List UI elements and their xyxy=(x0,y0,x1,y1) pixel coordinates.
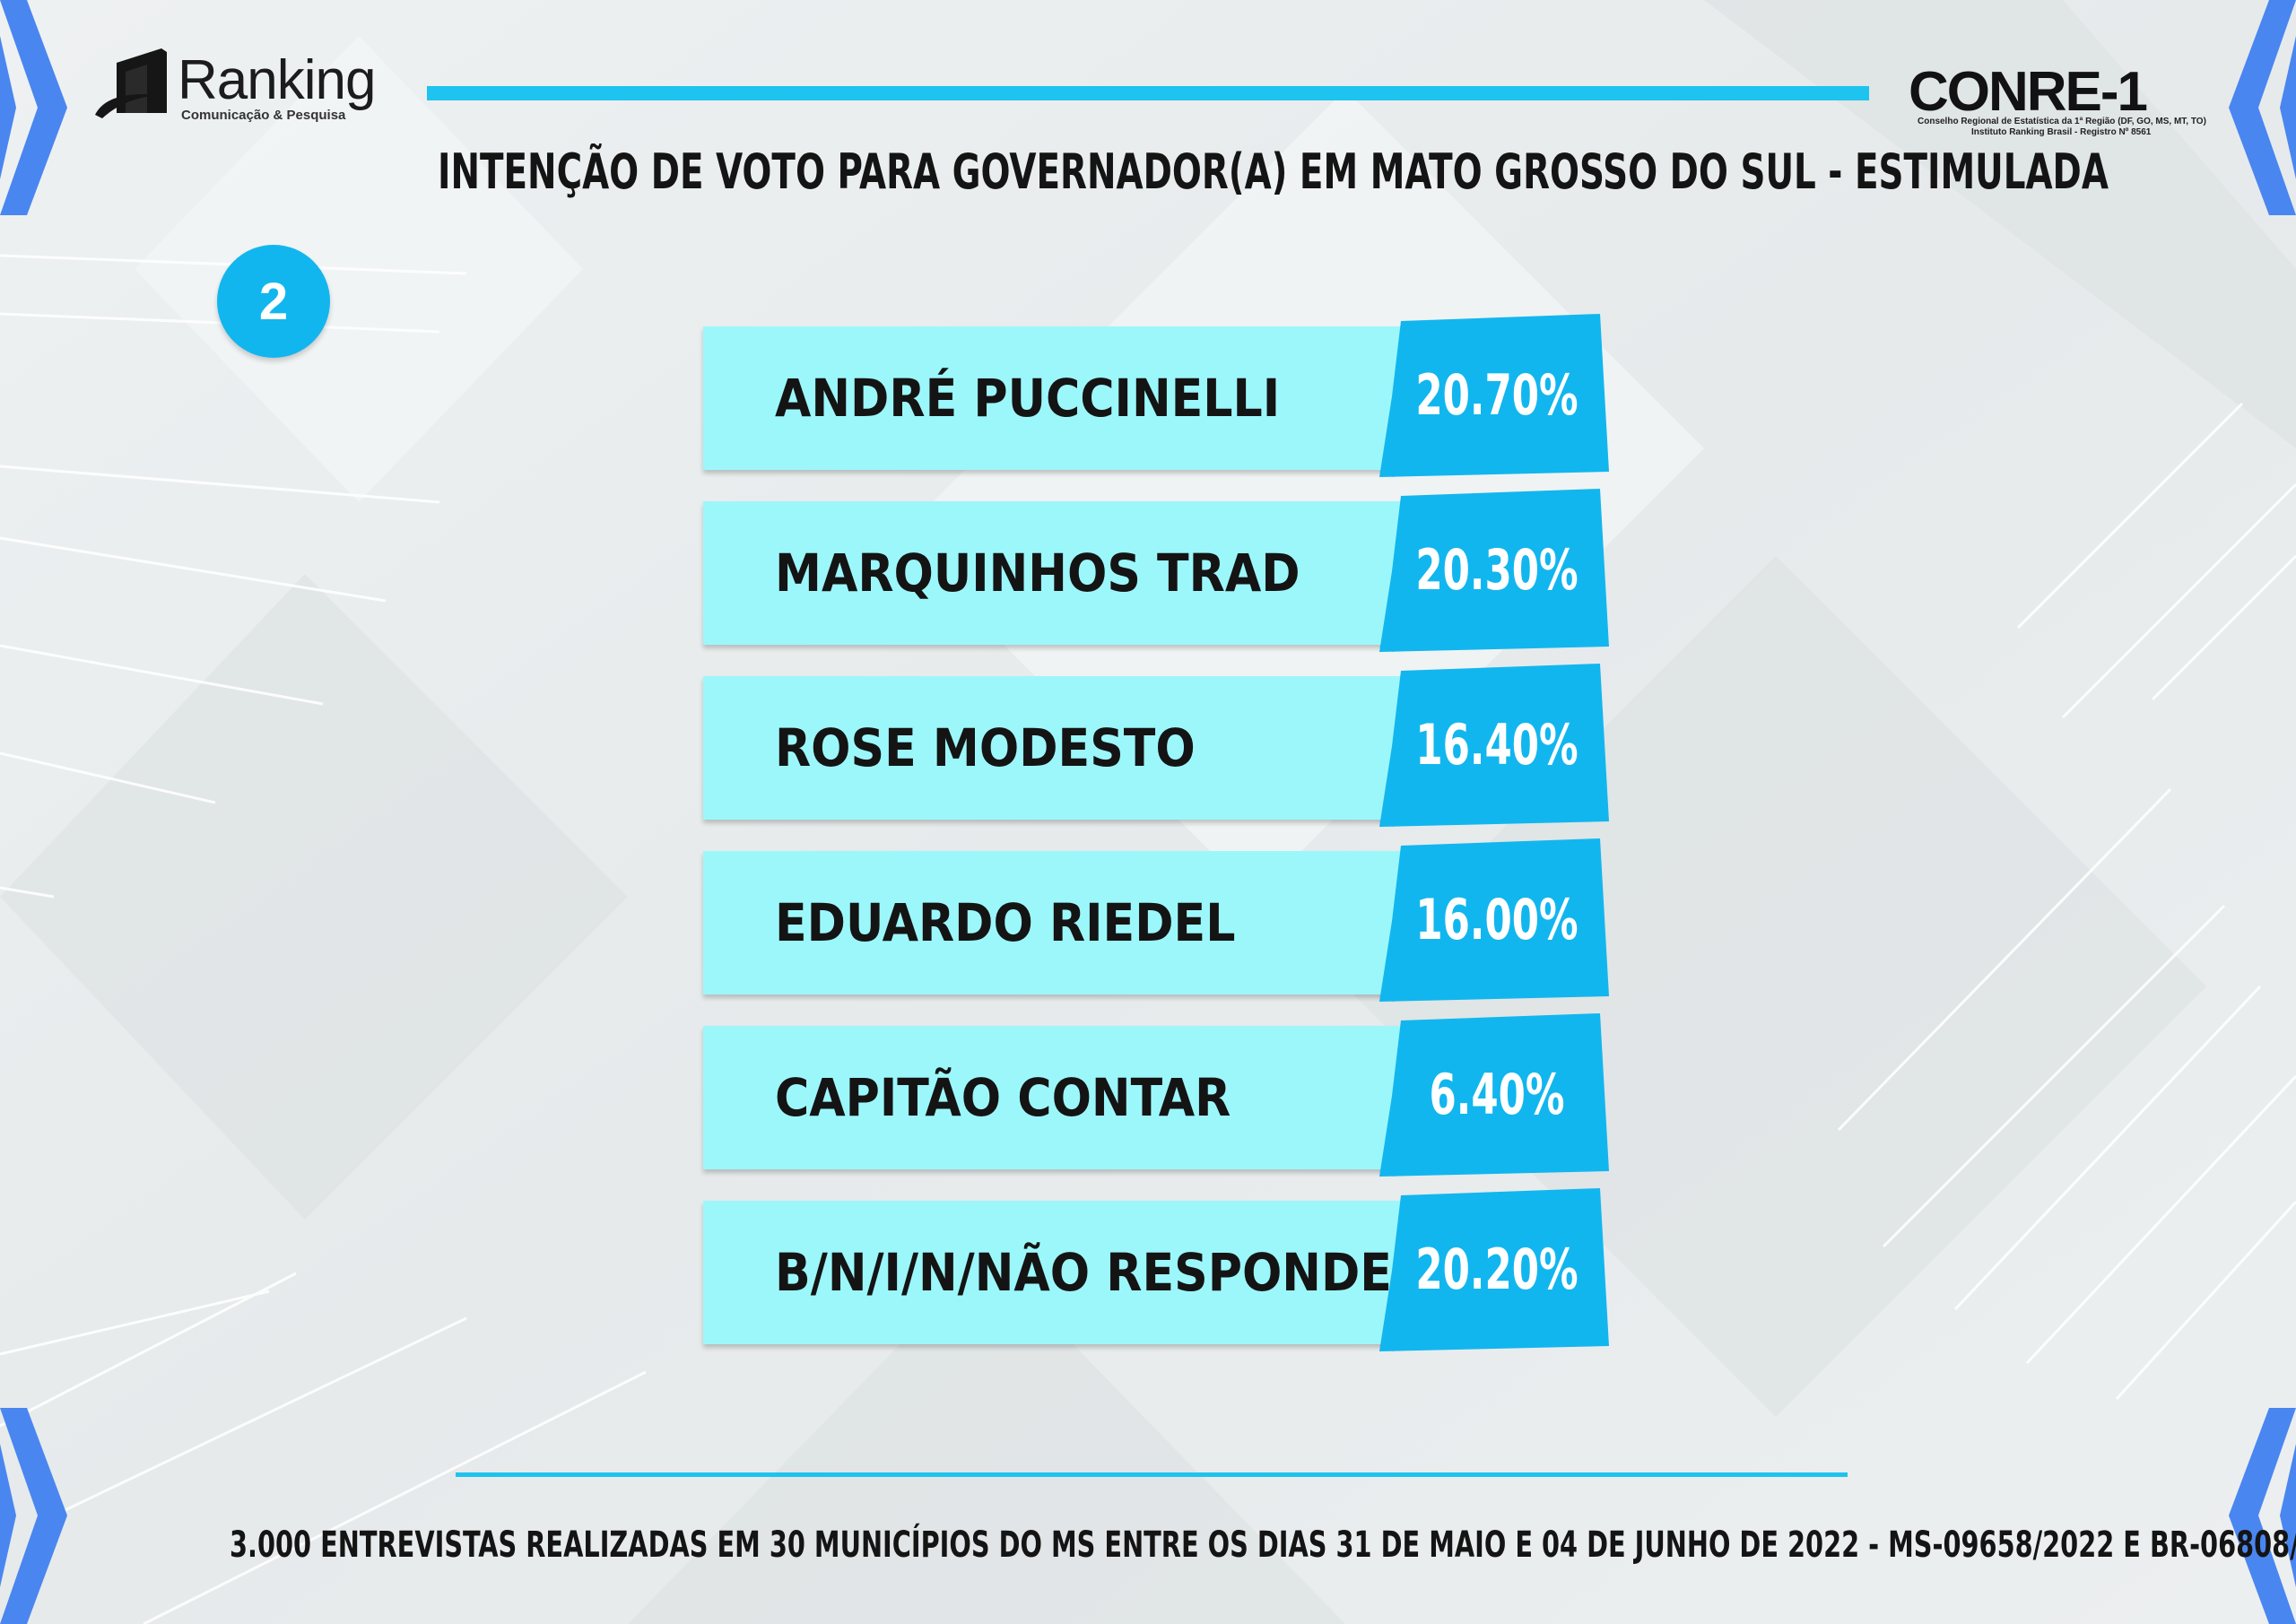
side-chevron-top-left xyxy=(0,0,67,215)
building-icon xyxy=(95,48,167,118)
top-accent-bar xyxy=(427,86,1869,100)
footer-note: 3.000 ENTREVISTAS REALIZADAS EM 30 MUNIC… xyxy=(230,1524,2296,1566)
category-label: ROSE MODESTO xyxy=(775,717,1196,778)
bottom-accent-bar xyxy=(456,1472,1848,1477)
value-label: 16.40% xyxy=(1415,712,1578,777)
side-chevron-bottom-right xyxy=(2229,1408,2296,1624)
brand-name: Ranking xyxy=(178,49,376,111)
conre-logo: CONRE-1 Conselho Regional de Estatística… xyxy=(1909,61,2206,138)
bar-row: MARQUINHOS TRAD 20.30% xyxy=(703,489,1609,652)
bar-name-panel: CAPITÃO CONTAR xyxy=(703,1026,1403,1169)
bar-value-panel xyxy=(1379,1188,1609,1351)
bar-row: ANDRÉ PUCCINELLI 20.70% xyxy=(703,314,1609,477)
bar-name-panel: B/N/I/N/NÃO RESPONDEU xyxy=(703,1201,1430,1344)
value-label: 16.00% xyxy=(1415,887,1578,952)
bar-name-panel: ANDRÉ PUCCINELLI xyxy=(703,326,1403,470)
category-label: EDUARDO RIEDEL xyxy=(775,892,1236,953)
page-number-badge: 2 xyxy=(217,245,330,358)
side-chevron-bottom-left xyxy=(0,1408,67,1624)
registry-line-1: Conselho Regional de Estatística da 1ª R… xyxy=(1918,117,2206,126)
chart-title: INTENÇÃO DE VOTO PARA GOVERNADOR(A) EM M… xyxy=(438,143,2109,200)
bar-value-panel xyxy=(1379,314,1609,477)
bar-row: B/N/I/N/NÃO RESPONDEU 20.20% xyxy=(703,1188,1609,1351)
registry-name: CONRE-1 xyxy=(1909,61,2148,123)
bar-name-panel: MARQUINHOS TRAD xyxy=(703,501,1403,645)
value-label: 6.40% xyxy=(1429,1062,1565,1127)
bar-value-panel xyxy=(1379,489,1609,652)
ranking-logo: Ranking Comunicação & Pesquisa xyxy=(90,45,377,135)
value-label: 20.30% xyxy=(1415,537,1578,603)
bar-value-panel xyxy=(1379,838,1609,1002)
side-chevron-top-right xyxy=(2229,0,2296,215)
category-label: ANDRÉ PUCCINELLI xyxy=(775,368,1281,429)
bar-row: EDUARDO RIEDEL 16.00% xyxy=(703,838,1609,1002)
bar-value-panel xyxy=(1379,1013,1609,1177)
value-label: 20.20% xyxy=(1415,1237,1578,1302)
bar-value-panel xyxy=(1379,664,1609,827)
bar-row: ROSE MODESTO 16.40% xyxy=(703,664,1609,827)
bar-name-panel: EDUARDO RIEDEL xyxy=(703,851,1403,994)
bar-name-panel: ROSE MODESTO xyxy=(703,676,1403,820)
value-label: 20.70% xyxy=(1415,362,1578,428)
category-label: MARQUINHOS TRAD xyxy=(775,543,1300,604)
category-label: CAPITÃO CONTAR xyxy=(775,1067,1231,1128)
brand-tagline: Comunicação & Pesquisa xyxy=(181,108,346,123)
registry-line-2: Instituto Ranking Brasil - Registro Nº 8… xyxy=(1971,127,2152,137)
bar-row: CAPITÃO CONTAR 6.40% xyxy=(703,1013,1609,1177)
category-label: B/N/I/N/NÃO RESPONDEU xyxy=(775,1242,1431,1303)
